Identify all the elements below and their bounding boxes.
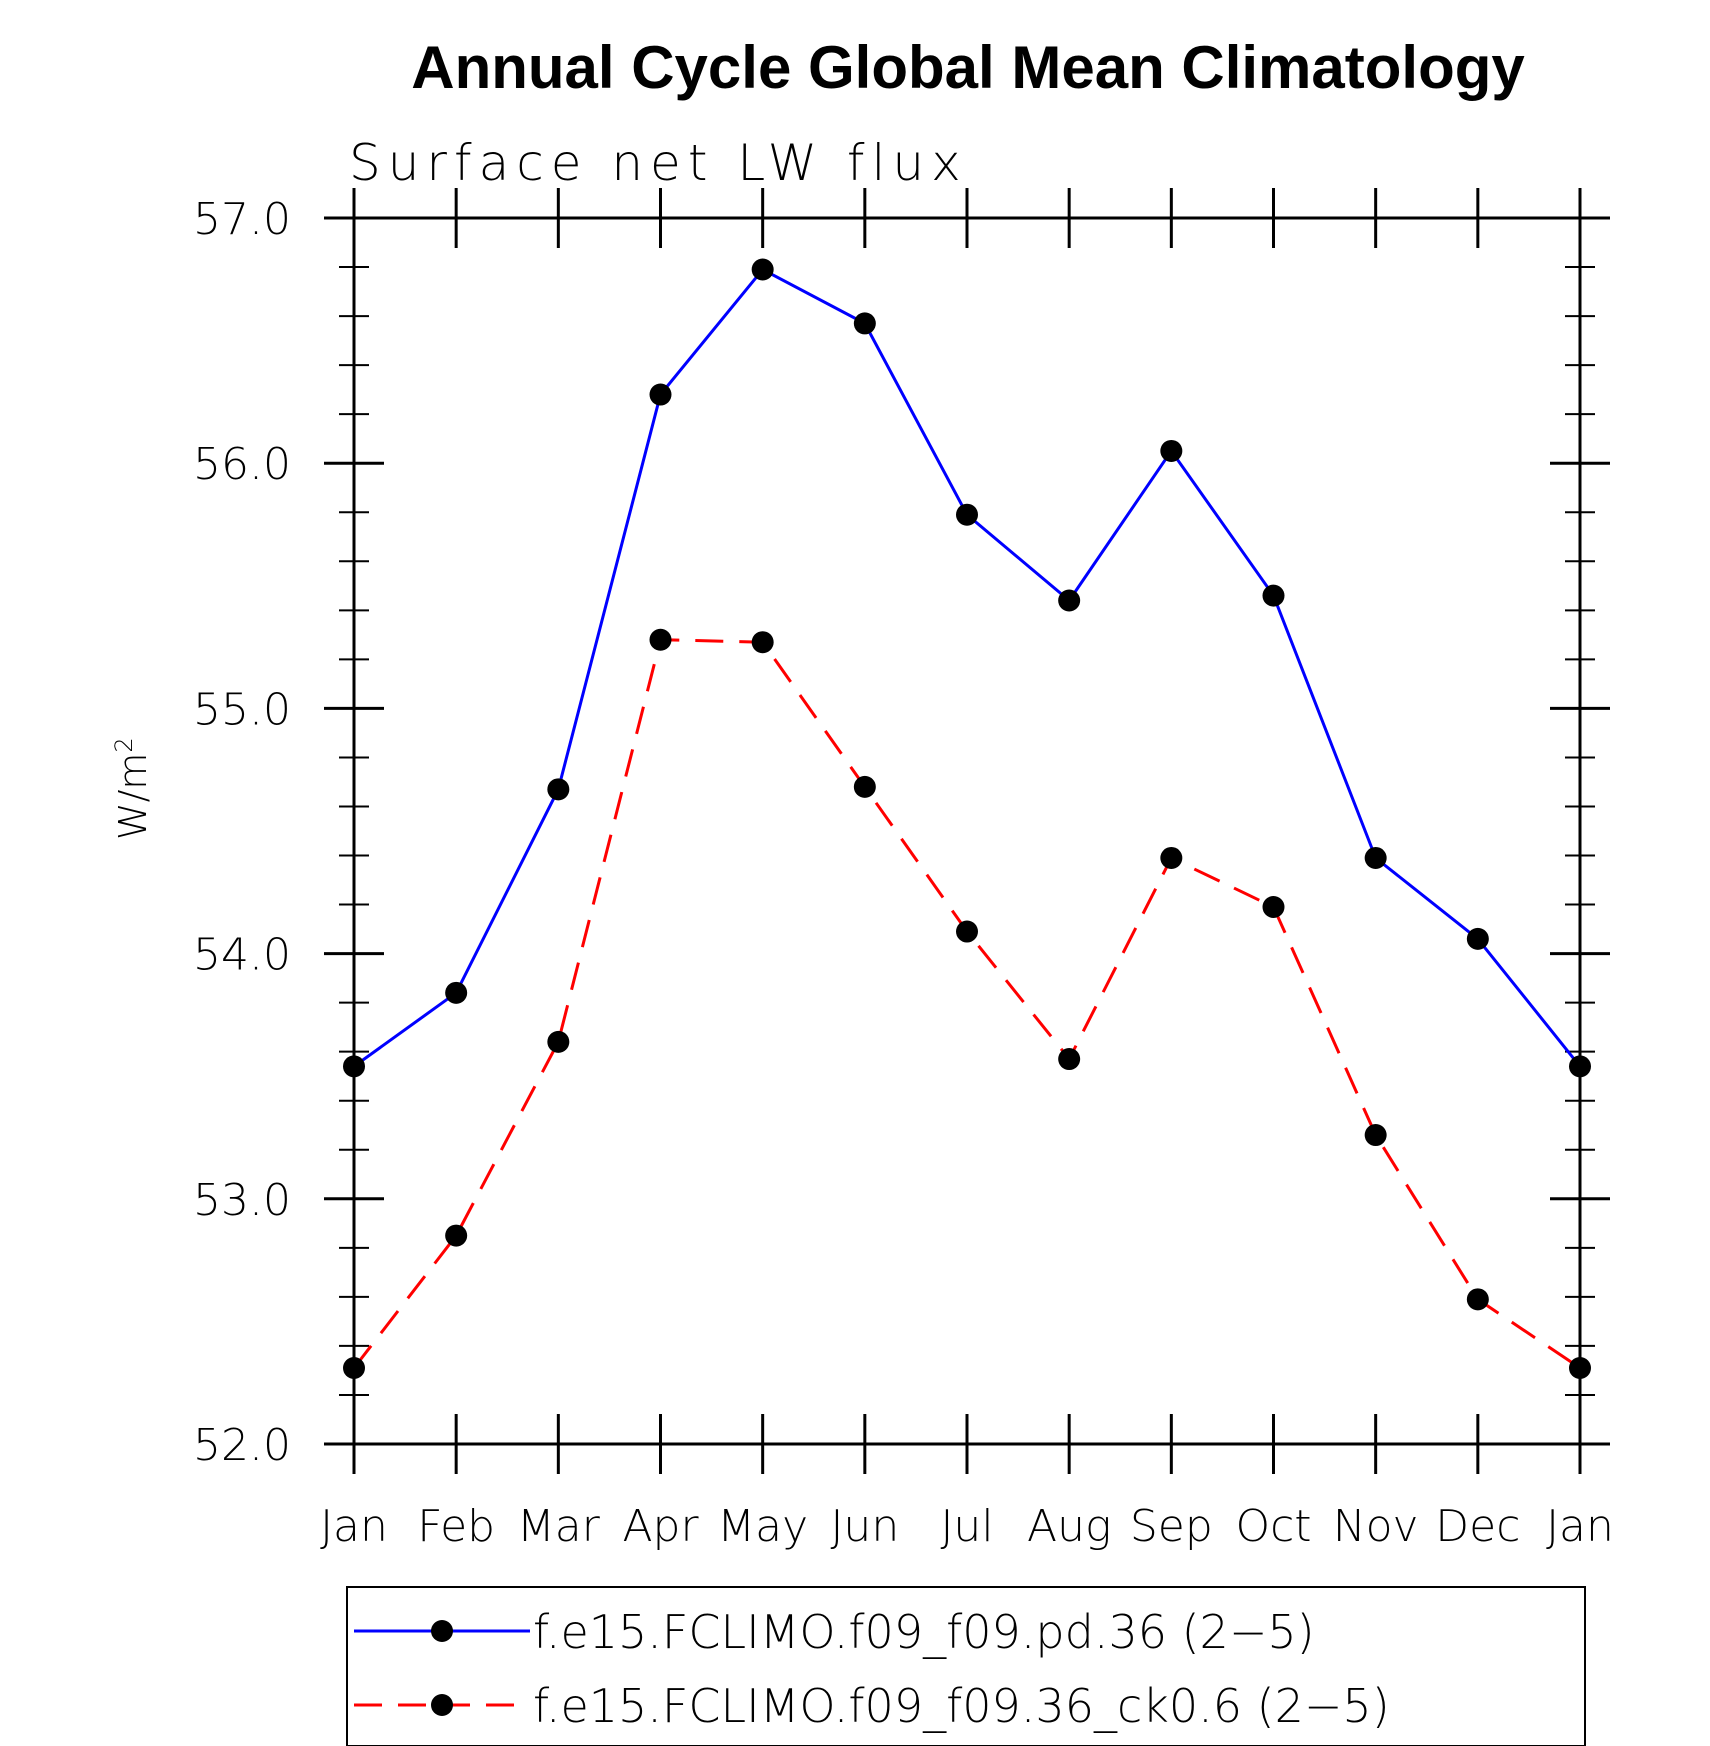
series-2-point [1569, 1356, 1591, 1379]
series-1-point [1466, 927, 1489, 950]
series-2-point [547, 1030, 570, 1053]
x-tick-label: Aug [1027, 1501, 1111, 1552]
x-tick-label: Sep [1130, 1501, 1213, 1552]
y-tick-label: 55.0 [193, 684, 291, 735]
series-line-2 [352, 638, 1581, 1370]
series-layer [343, 258, 1591, 1379]
series-1-point [956, 503, 978, 526]
series-2-point [1160, 846, 1183, 869]
legend-marker-series-2 [431, 1694, 453, 1716]
series-2-point [853, 775, 876, 798]
x-tick-label: Feb [417, 1501, 495, 1552]
y-tick-label: 52.0 [193, 1420, 291, 1471]
chart-subtitle: Surface net LW flux [349, 134, 968, 192]
x-tick-label: Jan [320, 1501, 388, 1552]
series-1-point [751, 258, 774, 281]
legend-label-series-2: f.e15.FCLIMO.f09_f09.36_ck0.6 (2−5) [533, 1679, 1390, 1733]
series-line-1 [353, 267, 1582, 1068]
x-tick-label: Nov [1333, 1501, 1419, 1552]
series-1-point [853, 312, 876, 335]
y-axis-label-superscript: 2 [110, 737, 138, 752]
x-tick-label: Apr [622, 1501, 699, 1552]
series-2-point [1466, 1288, 1489, 1311]
series-1-point [1058, 589, 1081, 612]
legend-marker-series-1 [431, 1620, 453, 1642]
y-tick-label: 57.0 [193, 194, 291, 245]
axis-ticks [324, 188, 1610, 1474]
x-tick-label: Jan [1546, 1501, 1614, 1552]
plot-frame [352, 216, 1582, 1446]
series-2-point [445, 1224, 468, 1247]
y-tick-label: 54.0 [193, 930, 291, 981]
y-axis-label: W/m2 [110, 737, 155, 840]
x-tick-label: Jun [830, 1501, 899, 1552]
series-1-point [1364, 846, 1387, 869]
x-tick-label: Oct [1235, 1501, 1311, 1552]
series-2-point [1058, 1048, 1081, 1071]
y-tick-label: 53.0 [193, 1175, 291, 1226]
x-tick-label: May [717, 1501, 808, 1552]
series-2-point [1262, 896, 1285, 919]
y-axis-label-main: W/m [111, 753, 155, 840]
series-1-point [445, 981, 468, 1004]
legend: f.e15.FCLIMO.f09_f09.pd.36 (2−5) f.e15.F… [346, 1586, 1586, 1746]
x-tick-label: Jul [940, 1501, 993, 1552]
series-1-point [343, 1055, 365, 1078]
series-2-point [343, 1356, 365, 1379]
series-1-point [649, 383, 672, 406]
x-tick-labels: Jan Feb Mar Apr May Jun Jul Aug Sep Oct Nov Dec Jan [320, 1501, 1614, 1552]
legend-box [346, 1586, 1586, 1746]
series-1-point [1160, 439, 1183, 462]
series-2-point [956, 920, 978, 943]
series-2-point [751, 631, 774, 654]
series-1-point [1569, 1055, 1591, 1078]
y-tick-label: 56.0 [193, 439, 291, 490]
y-tick-labels: 52.0 53.0 54.0 55.0 56.0 57.0 [193, 194, 291, 1471]
x-tick-label: Mar [517, 1501, 601, 1552]
chart-title: Annual Cycle Global Mean Climatology [411, 34, 1525, 101]
legend-label-series-1: f.e15.FCLIMO.f09_f09.pd.36 (2−5) [533, 1605, 1315, 1659]
series-1-point [1262, 584, 1285, 607]
series-1-point [547, 778, 570, 801]
series-2-point [1364, 1124, 1387, 1147]
series-2-point [649, 628, 672, 651]
x-tick-label: Dec [1435, 1501, 1520, 1552]
